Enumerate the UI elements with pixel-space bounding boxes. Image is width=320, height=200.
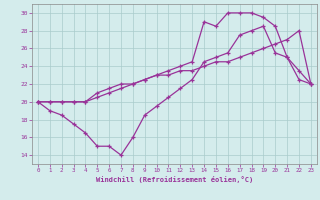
X-axis label: Windchill (Refroidissement éolien,°C): Windchill (Refroidissement éolien,°C) (96, 176, 253, 183)
